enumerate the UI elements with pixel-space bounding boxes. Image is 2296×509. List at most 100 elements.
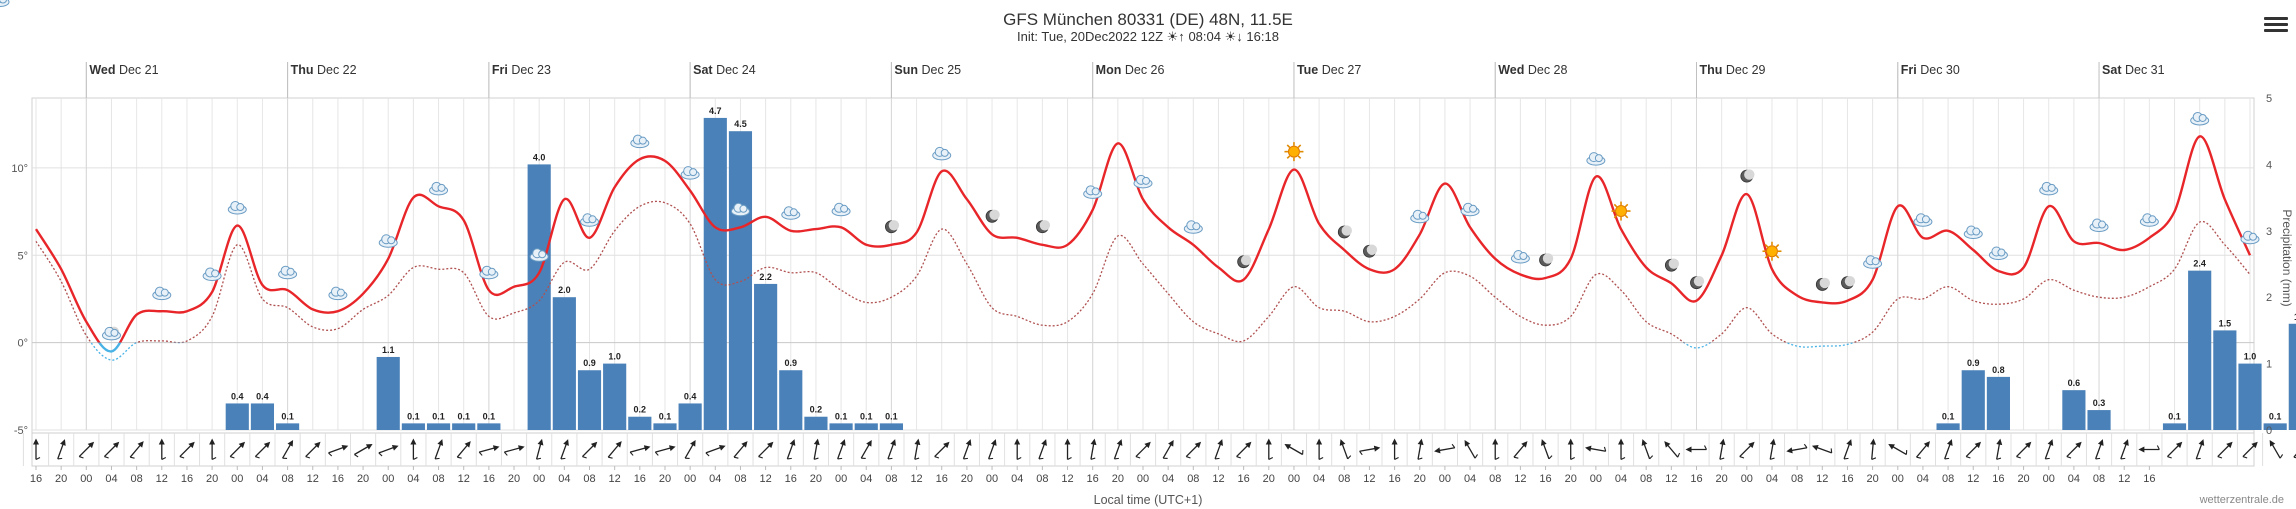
wind-arrow bbox=[1014, 438, 1022, 460]
cloud-icon bbox=[580, 213, 599, 227]
day-label: Sat Dec 31 bbox=[2102, 63, 2165, 77]
precip-label: 0.1 bbox=[2269, 411, 2282, 421]
wind-arrow bbox=[354, 444, 373, 458]
precip-bar bbox=[854, 423, 878, 430]
wind-arrow bbox=[1113, 439, 1123, 460]
wind-arrow bbox=[535, 438, 544, 460]
left-tick-label: 10° bbox=[11, 163, 28, 175]
hour-tick-label: 00 bbox=[835, 473, 847, 485]
cloud-icon bbox=[529, 248, 549, 262]
wind-arrow bbox=[1786, 443, 1808, 454]
hour-tick-label: 00 bbox=[1590, 473, 1602, 485]
hour-tick-label: 00 bbox=[231, 473, 243, 485]
precip-label: 1.0 bbox=[2244, 352, 2257, 362]
wind-arrow bbox=[1038, 439, 1047, 460]
precip-label: 0.1 bbox=[281, 411, 294, 421]
sunset-time: 16:18 bbox=[1246, 29, 1279, 44]
precip-label: 0.4 bbox=[684, 391, 697, 401]
cloud-icon bbox=[2039, 181, 2059, 196]
hour-tick-label: 20 bbox=[1866, 473, 1878, 485]
wind-arrow bbox=[1513, 441, 1528, 459]
cloud-icon bbox=[227, 201, 247, 215]
hour-tick-label: 00 bbox=[1137, 473, 1149, 485]
hour-tick-label: 20 bbox=[357, 473, 369, 485]
wind-arrow bbox=[1464, 439, 1478, 459]
hour-tick-label: 04 bbox=[1917, 473, 1929, 485]
hour-tick-label: 20 bbox=[1112, 473, 1124, 485]
wind-arrow bbox=[962, 439, 972, 460]
hour-tick-label: 16 bbox=[181, 473, 193, 485]
moon-icon bbox=[1035, 220, 1051, 234]
hour-tick-label: 04 bbox=[2068, 473, 2080, 485]
precip-label: 2.2 bbox=[759, 272, 772, 282]
precip-bar bbox=[653, 423, 677, 430]
moon-icon bbox=[1237, 255, 1252, 269]
precip-label: 0.2 bbox=[634, 405, 647, 415]
hour-tick-label: 08 bbox=[734, 473, 746, 485]
wind-arrow bbox=[2195, 439, 2205, 460]
hamburger-menu-icon[interactable] bbox=[2264, 14, 2288, 36]
cloud-icon bbox=[1083, 185, 1103, 199]
left-tick-label: -5° bbox=[14, 425, 28, 437]
day-label: Thu Dec 29 bbox=[1700, 63, 1766, 77]
wind-arrow bbox=[934, 441, 950, 459]
hour-tick-label: 00 bbox=[80, 473, 92, 485]
precip-bar bbox=[879, 423, 903, 430]
wind-arrow bbox=[1090, 438, 1097, 460]
wind-arrow bbox=[2242, 441, 2258, 459]
temperature-line bbox=[34, 135, 2252, 343]
moon-icon bbox=[885, 220, 900, 234]
wind-arrow bbox=[503, 445, 525, 456]
precip-bar bbox=[1936, 423, 1960, 430]
precip-label: 0.1 bbox=[432, 411, 445, 421]
precip-label: 0.1 bbox=[835, 411, 848, 421]
wind-arrow bbox=[758, 441, 774, 459]
moon-icon bbox=[1664, 258, 1680, 272]
right-tick-label: 1 bbox=[2266, 359, 2272, 371]
precip-label: 0.1 bbox=[659, 411, 672, 421]
cloud-icon bbox=[1988, 246, 2008, 260]
precip-bar bbox=[426, 423, 451, 430]
precip-label: 0.1 bbox=[483, 411, 496, 421]
precip-bar bbox=[477, 423, 501, 430]
moon-icon bbox=[1740, 169, 1755, 183]
day-label: Sun Dec 25 bbox=[894, 63, 961, 77]
hour-tick-label: 08 bbox=[583, 473, 595, 485]
wind-arrow bbox=[2293, 442, 2296, 459]
hour-tick-label: 12 bbox=[1061, 473, 1073, 485]
wind-arrow bbox=[158, 438, 167, 460]
wind-arrow bbox=[813, 438, 820, 460]
cloud-icon bbox=[101, 326, 121, 341]
precip-bar bbox=[678, 403, 702, 430]
hour-tick-label: 16 bbox=[1690, 473, 1702, 485]
hour-tick-label: 08 bbox=[1640, 473, 1652, 485]
hour-tick-label: 08 bbox=[1942, 473, 1954, 485]
hour-tick-label: 00 bbox=[533, 473, 545, 485]
wind-arrow bbox=[1434, 443, 1456, 454]
cloud-icon bbox=[781, 206, 801, 220]
hour-tick-label: 12 bbox=[1363, 473, 1375, 485]
wind-arrow bbox=[179, 441, 195, 459]
wind-arrow bbox=[305, 441, 321, 459]
hour-tick-label: 04 bbox=[558, 473, 570, 485]
wind-arrow bbox=[1339, 439, 1352, 460]
wind-arrow bbox=[1236, 441, 1252, 459]
wind-arrow bbox=[1996, 438, 2003, 460]
hour-tick-label: 16 bbox=[634, 473, 646, 485]
wind-arrow bbox=[860, 439, 872, 459]
precip-bar bbox=[527, 164, 551, 430]
wind-arrow bbox=[2138, 445, 2160, 453]
wind-arrow bbox=[988, 439, 997, 460]
wind-arrow bbox=[33, 438, 41, 460]
precip-bar bbox=[552, 297, 576, 430]
hour-tick-label: 08 bbox=[885, 473, 897, 485]
precip-bar bbox=[628, 416, 652, 430]
hour-tick-label: 00 bbox=[1741, 473, 1753, 485]
wind-arrow bbox=[2066, 441, 2082, 459]
precip-label: 1.1 bbox=[382, 345, 395, 355]
hour-tick-label: 12 bbox=[307, 473, 319, 485]
precip-label: 2.0 bbox=[558, 285, 571, 295]
wind-arrow bbox=[1541, 439, 1553, 460]
wind-arrow bbox=[1888, 444, 1908, 456]
precip-bar bbox=[577, 370, 602, 430]
